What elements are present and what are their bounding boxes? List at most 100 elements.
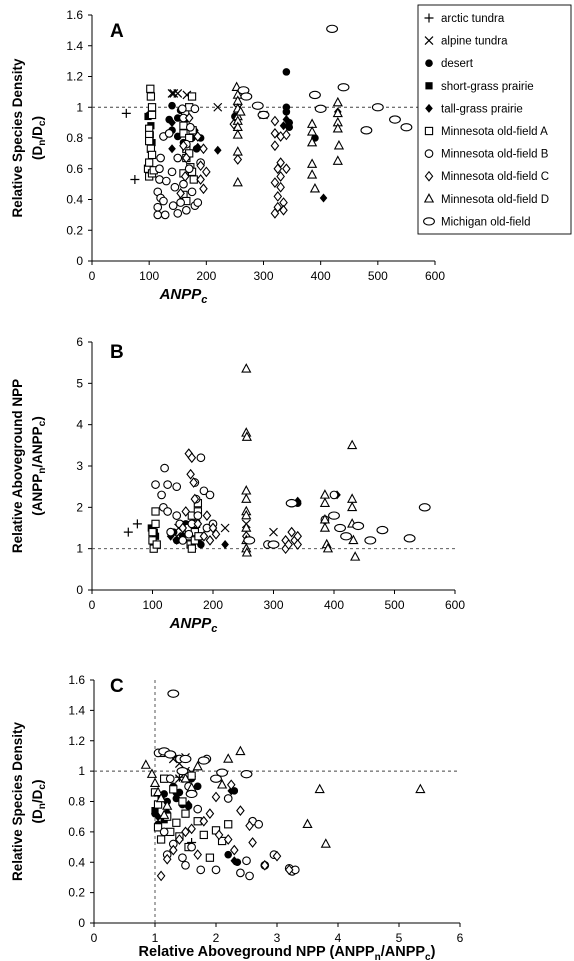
- data-point: [145, 136, 154, 146]
- data-point: [178, 797, 187, 806]
- data-point: [216, 779, 228, 789]
- data-point: [178, 536, 188, 545]
- data-point: [364, 536, 377, 545]
- data-point: [272, 850, 282, 862]
- data-point: [172, 511, 182, 520]
- data-point: [302, 818, 313, 829]
- data-point: [270, 128, 280, 139]
- data-point: [187, 544, 196, 553]
- data-point: [146, 92, 156, 101]
- data-point: [157, 490, 166, 500]
- data-point: [193, 511, 203, 520]
- x-tick-label: 5: [396, 931, 403, 945]
- data-point: [241, 431, 253, 441]
- y-tick-label: 1.6: [66, 8, 83, 22]
- legend-label: desert: [441, 58, 474, 70]
- legend-marker: [424, 149, 434, 158]
- legend-marker: [424, 170, 434, 182]
- data-point: [172, 482, 182, 492]
- y-axis-label-units: (ANPPn/ANPPc): [30, 416, 48, 515]
- series-michigan-old-field: [243, 499, 431, 549]
- data-point: [145, 158, 154, 167]
- y-tick-label: 0.8: [68, 795, 85, 809]
- y-tick-label: 0.4: [66, 193, 83, 207]
- data-point: [172, 789, 181, 799]
- series-tall-grass-prairie: [154, 786, 239, 866]
- data-point: [178, 853, 187, 863]
- data-point: [160, 463, 169, 473]
- data-point: [181, 826, 190, 838]
- data-point: [233, 154, 243, 165]
- data-point: [276, 171, 285, 182]
- panel-label: B: [110, 342, 124, 363]
- data-point: [199, 143, 208, 155]
- y-axis-label-units: (Dn/Dc): [30, 116, 48, 160]
- y-axis-label-units: (Dn/Dc): [30, 780, 48, 824]
- data-point: [164, 750, 177, 759]
- data-point: [199, 183, 208, 195]
- data-point: [240, 770, 253, 779]
- data-point: [347, 501, 358, 512]
- data-point: [241, 493, 252, 503]
- data-point: [314, 104, 327, 113]
- legend-label: short-grass prairie: [441, 81, 534, 93]
- data-point: [147, 103, 157, 112]
- data-point: [333, 139, 345, 150]
- data-point: [332, 107, 343, 118]
- y-tick-label: 0.2: [66, 223, 83, 237]
- legend-item: tall-grass prairie: [425, 103, 523, 115]
- data-point: [232, 176, 243, 187]
- data-point: [319, 497, 331, 507]
- data-point: [348, 534, 359, 545]
- data-point: [236, 868, 245, 878]
- data-point: [293, 539, 303, 550]
- data-point: [163, 507, 172, 516]
- x-tick-label: 300: [253, 269, 273, 283]
- data-point: [211, 791, 221, 803]
- data-point: [193, 198, 203, 207]
- data-point: [226, 779, 236, 791]
- data-point: [192, 760, 203, 771]
- data-point: [223, 794, 233, 803]
- y-tick-label: 0: [78, 916, 85, 930]
- data-point: [320, 838, 331, 848]
- legend-marker: [423, 193, 435, 203]
- data-point: [273, 191, 283, 202]
- data-point: [245, 871, 254, 881]
- y-tick-label: 0: [76, 254, 83, 268]
- data-point: [287, 526, 296, 538]
- data-point: [202, 166, 211, 178]
- data-point: [147, 150, 157, 160]
- data-point: [306, 158, 318, 168]
- legend-marker: [425, 82, 433, 90]
- series-minnesota-old-field-c: [156, 779, 294, 882]
- data-point: [199, 815, 209, 827]
- data-point: [153, 823, 163, 832]
- series-minnesota-old-field-c: [178, 448, 303, 555]
- series-arctic-tundra: [121, 108, 140, 185]
- x-tick-label: 0: [91, 931, 98, 945]
- data-point: [208, 522, 218, 534]
- data-point: [220, 523, 230, 533]
- y-tick-label: 0.2: [68, 886, 85, 900]
- x-tick-label: 3: [274, 931, 281, 945]
- data-point: [185, 122, 195, 132]
- data-point: [153, 210, 163, 220]
- panel-label: A: [110, 21, 124, 42]
- y-tick-label: 1: [78, 764, 85, 778]
- data-point: [251, 101, 264, 110]
- data-point: [241, 363, 252, 373]
- data-point: [176, 766, 189, 776]
- x-tick-label: 100: [142, 598, 162, 612]
- data-point: [193, 804, 203, 814]
- x-tick-label: 500: [368, 269, 388, 283]
- data-point: [276, 181, 285, 193]
- y-tick-label: 1.2: [66, 70, 83, 84]
- legend-item: arctic tundra: [424, 13, 505, 25]
- data-point: [179, 179, 188, 189]
- data-point: [181, 809, 190, 818]
- legend-item: desert: [425, 58, 474, 70]
- data-point: [196, 453, 206, 463]
- panel-a: 0 100 200 300 400 500 600 0 0.2 0.4 0.6 0.8 1 1.2 1.4 1…: [10, 4, 572, 306]
